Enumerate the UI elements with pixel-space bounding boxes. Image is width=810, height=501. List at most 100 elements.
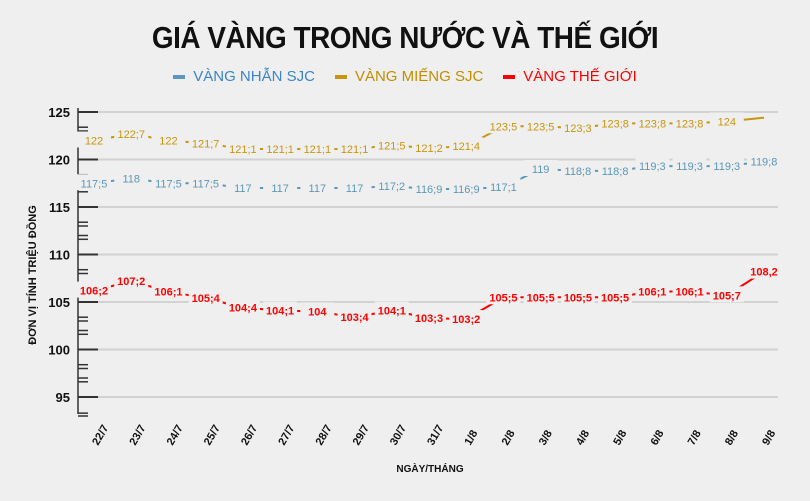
data-label-bg [188, 134, 223, 151]
y-tick-label: 100 [48, 343, 70, 358]
data-label: 117 [234, 183, 252, 195]
y-axis-label: ĐƠN VỊ TÍNH TRIỆU ĐỒNG [26, 205, 39, 345]
data-label: 119;8 [751, 156, 778, 168]
x-tick-label: 24/7 [165, 423, 186, 448]
data-label-bg [412, 139, 446, 156]
y-tick-label: 110 [49, 248, 70, 263]
data-label: 105;5 [527, 292, 555, 304]
data-label-bg [300, 140, 335, 157]
data-label: 117;5 [81, 178, 108, 190]
data-label: 105;4 [192, 293, 221, 305]
data-label: 104;1 [266, 306, 294, 318]
data-label-bg [188, 174, 223, 191]
data-label-bg [412, 309, 446, 326]
x-tick-label: 29/7 [351, 423, 372, 448]
data-label: 117 [309, 183, 327, 195]
data-label: 121;4 [452, 141, 480, 153]
x-tick-label: 7/8 [686, 428, 704, 447]
x-tick-label: 28/7 [314, 423, 335, 448]
data-label: 123;8 [639, 118, 667, 130]
data-label: 104;1 [378, 306, 406, 318]
data-label: 117;5 [155, 178, 182, 190]
data-label: 121;2 [415, 143, 443, 155]
data-label-bg [151, 282, 186, 299]
data-label-bg [114, 169, 149, 186]
data-label-bg [672, 282, 707, 299]
legend-swatch-icon [503, 74, 516, 79]
legend-label: VÀNG NHẪN SJC [193, 68, 315, 85]
data-label: 123;5 [490, 121, 518, 133]
x-tick-label: 27/7 [276, 423, 297, 448]
data-label: 106;1 [675, 287, 703, 299]
data-label-bg [449, 310, 484, 327]
data-label-bg [560, 161, 595, 178]
data-label-bg [486, 178, 521, 195]
x-tick-label: 26/7 [239, 423, 260, 448]
data-label: 119 [532, 164, 550, 176]
x-tick-label: 1/8 [462, 428, 480, 447]
data-label-bg [77, 281, 111, 298]
data-label: 103;4 [340, 312, 369, 324]
legend-item-vang-nhan: VÀNG NHẪN SJC [173, 68, 315, 85]
data-label-bg [486, 288, 521, 305]
data-label: 121;7 [192, 138, 220, 150]
data-label: 124 [718, 117, 736, 129]
data-label: 105;7 [713, 290, 741, 302]
x-tick-label: 5/8 [611, 428, 629, 447]
data-label-bg [672, 114, 707, 131]
data-label: 123;8 [676, 118, 704, 130]
data-label-bg [747, 262, 781, 279]
data-label: 117;1 [490, 182, 517, 194]
data-label: 118;8 [565, 166, 592, 178]
data-label: 121;1 [229, 144, 257, 156]
data-label: 123;3 [564, 123, 592, 135]
data-label-bg [523, 117, 558, 134]
legend-swatch-icon [173, 74, 186, 79]
legend-item-vang-mieng: VÀNG MIẾNG SJC [334, 68, 484, 85]
data-label: 121;1 [304, 144, 332, 156]
data-label: 103;2 [452, 314, 480, 326]
x-tick-label: 30/7 [388, 423, 409, 448]
data-label-bg [225, 298, 260, 315]
data-label: 106;1 [154, 287, 182, 299]
data-label: 123;5 [527, 121, 555, 133]
x-tick-label: 23/7 [127, 423, 148, 448]
legend-label: VÀNG THẾ GIỚI [523, 68, 637, 85]
data-label: 119;3 [676, 161, 703, 173]
y-tick-label: 105 [48, 295, 70, 310]
data-label-bg [560, 288, 595, 305]
x-tick-label: 2/8 [500, 428, 518, 447]
data-label-bg [114, 272, 149, 289]
x-tick-label: 31/7 [425, 423, 446, 448]
data-label: 106;1 [638, 287, 666, 299]
data-label-bg [449, 179, 484, 196]
x-tick-label: 3/8 [537, 428, 555, 447]
data-label: 118 [122, 174, 140, 186]
data-label-bg [225, 179, 260, 195]
data-label-bg [337, 140, 372, 157]
data-label-bg [598, 288, 633, 305]
data-label: 121;1 [266, 144, 294, 156]
data-label-bg [188, 289, 223, 306]
data-label: 117 [346, 183, 364, 195]
data-label: 106;2 [80, 286, 108, 298]
data-label-bg [672, 157, 707, 174]
chart-legend: VÀNG NHẪN SJC VÀNG MIẾNG SJC VÀNG THẾ GI… [0, 68, 810, 85]
data-label-bg [300, 302, 335, 319]
data-label-bg [412, 179, 446, 196]
data-label: 103;3 [415, 313, 443, 325]
x-tick-label: 22/7 [90, 423, 111, 448]
data-label-bg [635, 114, 670, 131]
data-label: 121;1 [341, 144, 369, 156]
legend-label: VÀNG MIẾNG SJC [354, 68, 484, 85]
x-tick-label: 25/7 [202, 423, 223, 448]
data-label: 105;5 [564, 292, 592, 304]
data-label-bg [337, 179, 372, 195]
data-label: 122;7 [117, 129, 145, 141]
data-label: 105;5 [601, 292, 629, 304]
legend-item-vang-the-gioi: VÀNG THẾ GIỚI [503, 68, 637, 85]
data-label-bg [598, 161, 633, 178]
data-label-bg [747, 152, 781, 169]
data-label: 117;2 [378, 181, 405, 193]
data-label: 104 [308, 307, 327, 319]
